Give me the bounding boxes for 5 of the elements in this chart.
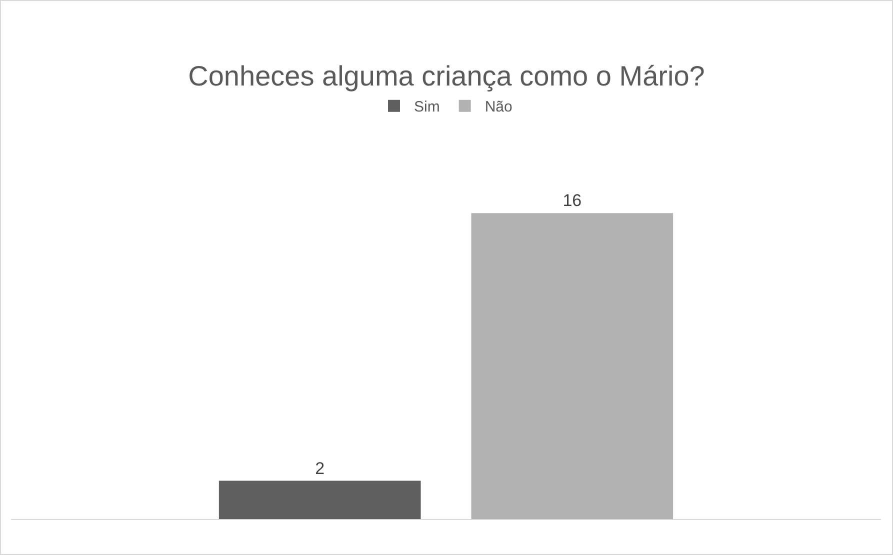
chart-title: Conheces alguma criança como o Mário?: [188, 60, 705, 92]
data-label: 2: [315, 458, 325, 478]
legend-label: Sim: [414, 98, 440, 116]
data-label: 16: [562, 191, 582, 210]
legend-label: Não: [484, 98, 512, 116]
